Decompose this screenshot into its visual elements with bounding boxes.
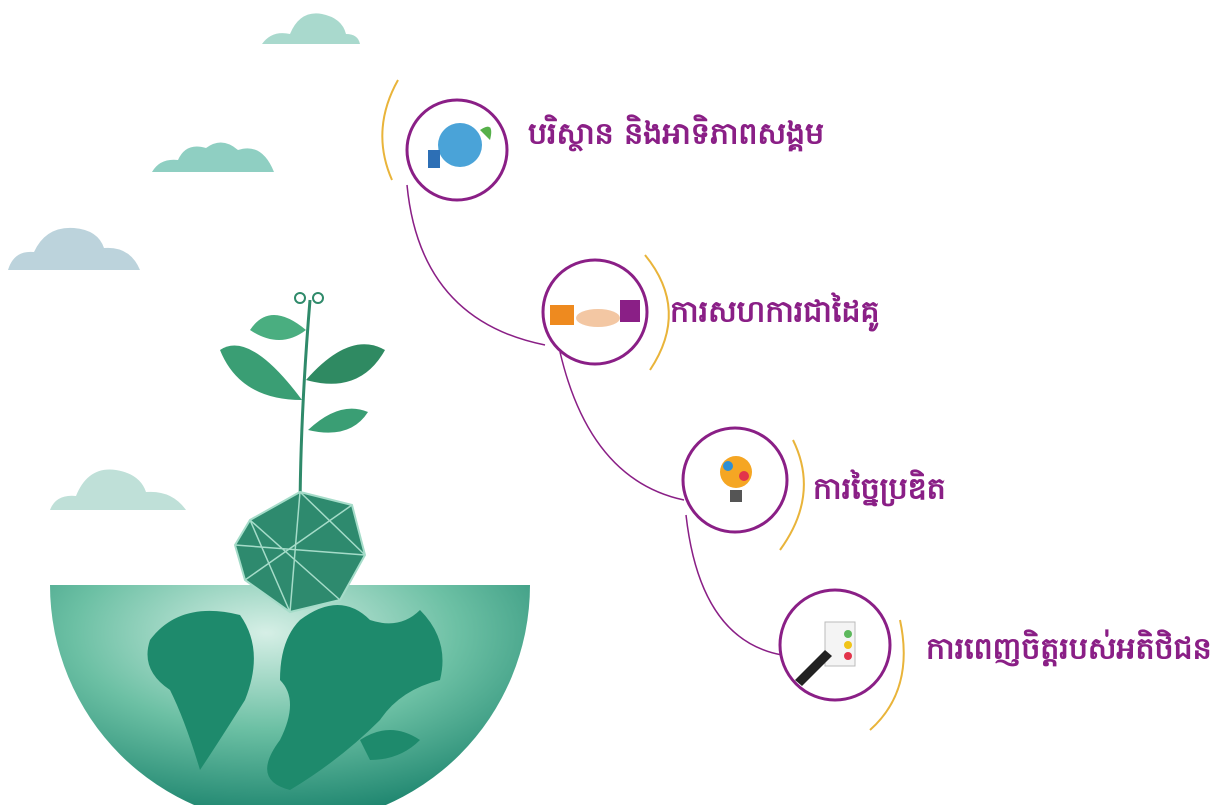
node-2 bbox=[543, 255, 669, 370]
page: បរិស្ថាន និងអាទិភាពសង្គម ការសហការជាដៃគូ … bbox=[0, 0, 1225, 805]
node-1 bbox=[382, 80, 507, 200]
icon-dot bbox=[844, 652, 852, 660]
icon-dot bbox=[844, 641, 852, 649]
node-label: បរិស្ថាន និងអាទិភាពសង្គម bbox=[528, 114, 824, 153]
node-label: ការពេញចិត្តរបស់អតិថិជន bbox=[926, 629, 1212, 667]
bud bbox=[295, 293, 305, 303]
icon-bin bbox=[428, 150, 440, 168]
accent-arc bbox=[645, 255, 669, 370]
icon-bulb bbox=[720, 456, 752, 488]
connector bbox=[407, 185, 545, 345]
connector bbox=[686, 515, 782, 655]
icon-gear bbox=[739, 471, 749, 481]
infographic: បរិស្ថាន និងអាទិភាពសង្គម ការសហការជាដៃគូ … bbox=[0, 0, 1225, 805]
icon-gear bbox=[723, 461, 733, 471]
leaf bbox=[306, 344, 385, 383]
accent-arc bbox=[382, 80, 398, 180]
cloud bbox=[8, 228, 140, 270]
icon-sleeve bbox=[620, 300, 640, 322]
node-label: ការច្នៃប្រឌិត bbox=[813, 469, 946, 507]
icon-dot bbox=[844, 630, 852, 638]
leaf bbox=[250, 315, 306, 340]
cloud bbox=[50, 470, 186, 510]
globe bbox=[50, 585, 530, 805]
plant bbox=[220, 293, 385, 612]
icon-bulb-base bbox=[730, 490, 742, 502]
node-label: ការសហការជាដៃគូ bbox=[670, 292, 879, 333]
node-3 bbox=[683, 428, 804, 550]
connector bbox=[560, 352, 684, 500]
leaf bbox=[220, 346, 302, 400]
icon-sleeve bbox=[550, 305, 574, 325]
node-4 bbox=[780, 590, 904, 730]
icon-hands bbox=[576, 309, 620, 327]
cloud bbox=[152, 142, 274, 172]
cloud bbox=[262, 13, 360, 44]
leaf bbox=[308, 409, 368, 433]
icon-globe bbox=[438, 123, 482, 167]
clouds bbox=[8, 13, 360, 510]
bud bbox=[313, 293, 323, 303]
